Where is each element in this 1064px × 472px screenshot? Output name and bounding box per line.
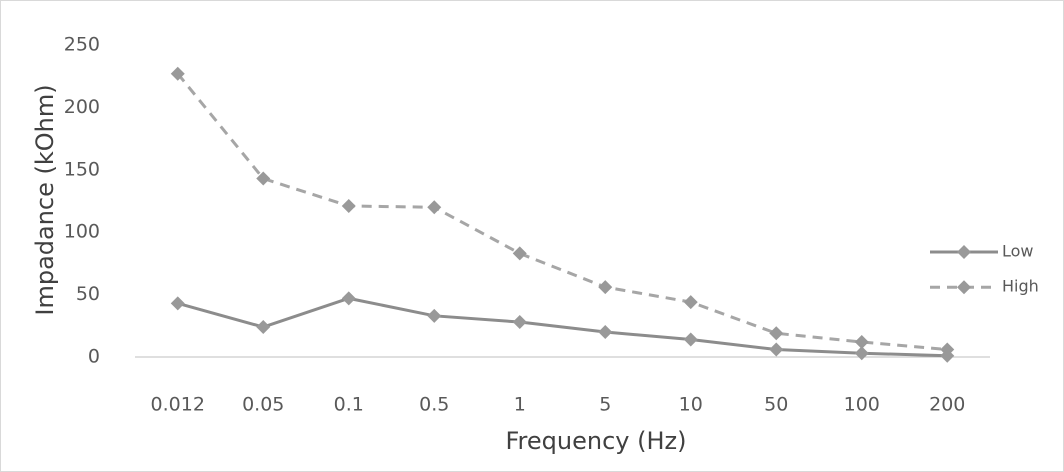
y-tick-label: 50 bbox=[76, 283, 100, 305]
x-tick-label: 0.1 bbox=[334, 394, 364, 416]
marker bbox=[598, 280, 613, 295]
x-tick-label: 0.5 bbox=[419, 394, 449, 416]
y-tick-label: 0 bbox=[88, 346, 100, 368]
marker bbox=[940, 342, 955, 357]
marker bbox=[341, 198, 356, 213]
marker bbox=[170, 296, 185, 311]
marker bbox=[256, 171, 271, 186]
marker bbox=[341, 291, 356, 306]
marker bbox=[512, 315, 527, 330]
x-tick-label: 0.05 bbox=[242, 394, 284, 416]
x-tick-label: 50 bbox=[764, 394, 788, 416]
marker bbox=[769, 326, 784, 341]
legend-marker bbox=[957, 280, 971, 295]
marker bbox=[683, 295, 698, 310]
y-tick-label: 250 bbox=[64, 34, 100, 56]
marker bbox=[427, 308, 442, 323]
marker bbox=[170, 66, 185, 81]
x-tick-label: 200 bbox=[929, 394, 965, 416]
x-tick-label: 5 bbox=[599, 394, 611, 416]
x-tick-label: 100 bbox=[844, 394, 880, 416]
marker bbox=[598, 325, 613, 340]
marker bbox=[683, 332, 698, 347]
marker bbox=[427, 200, 442, 215]
legend-marker bbox=[957, 245, 971, 259]
x-axis-title: Frequency (Hz) bbox=[506, 427, 687, 455]
marker bbox=[854, 346, 869, 361]
marker bbox=[854, 335, 869, 350]
x-tick-label: 10 bbox=[679, 394, 703, 416]
y-tick-label: 150 bbox=[64, 158, 100, 180]
series-line bbox=[176, 72, 948, 352]
y-axis-title: Impadance (kOhm) bbox=[31, 84, 59, 315]
x-tick-label: 0.012 bbox=[151, 394, 205, 416]
marker bbox=[256, 320, 271, 335]
x-tick-label: 1 bbox=[514, 394, 526, 416]
y-tick-label: 200 bbox=[64, 96, 100, 118]
marker bbox=[769, 342, 784, 357]
marker bbox=[512, 246, 527, 261]
y-tick-label: 100 bbox=[64, 221, 100, 243]
series-line bbox=[177, 296, 948, 358]
legend-text: Low bbox=[1002, 242, 1034, 261]
legend-text: High bbox=[1002, 277, 1039, 296]
